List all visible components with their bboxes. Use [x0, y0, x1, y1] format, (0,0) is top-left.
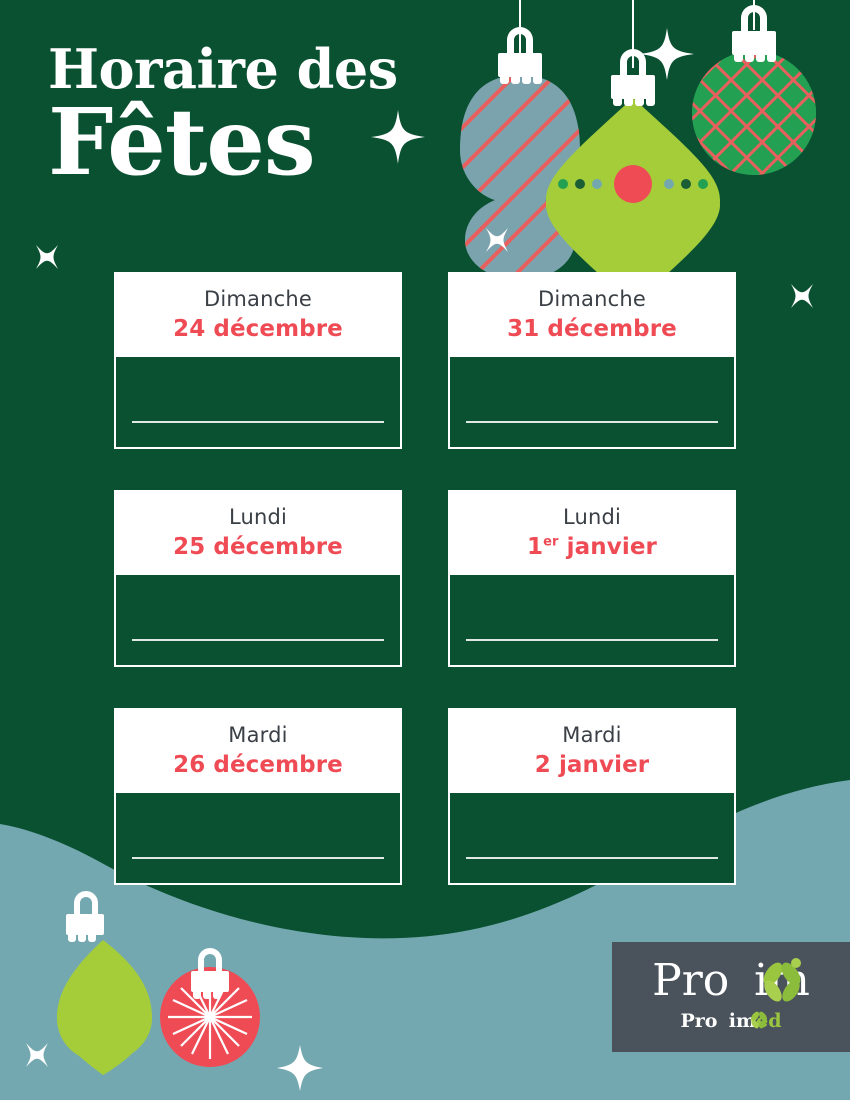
proxim-logo[interactable]: Proxim Proximed	[612, 942, 850, 1052]
schedule-row: Dimanche 24 décembre Dimanche 31 décembr…	[114, 272, 736, 449]
card-write-line	[466, 639, 718, 641]
butterfly-small-icon	[751, 1011, 767, 1029]
card-date-label: 25 décembre	[173, 534, 343, 560]
card-hours-area[interactable]	[116, 793, 400, 883]
card-day-label: Lundi	[228, 505, 288, 529]
card-hours-area[interactable]	[450, 575, 734, 665]
card-date-label: 24 décembre	[173, 316, 343, 342]
card-write-line	[132, 639, 384, 641]
card-header: Dimanche 31 décembre	[450, 274, 734, 357]
card-date-label: 2 janvier	[534, 752, 650, 778]
butterfly-icon	[763, 958, 801, 1002]
card-day-label: Dimanche	[203, 287, 312, 311]
logo-sub-part1: Pro	[680, 1010, 718, 1032]
logo-wordmark: Proxim	[612, 956, 850, 1006]
card-day-label: Dimanche	[537, 287, 646, 311]
page-title: Horaire des Fêtes	[48, 38, 398, 190]
logo-word-part1: Pro	[652, 955, 730, 1006]
card-header: Mardi 2 janvier	[450, 710, 734, 793]
logo-sub-wordmark: Proximed	[612, 1010, 850, 1032]
schedule-card-2-janvier[interactable]: Mardi 2 janvier	[448, 708, 736, 885]
card-day-label: Mardi	[562, 723, 622, 747]
card-date-month: janvier	[558, 534, 657, 560]
card-hours-area[interactable]	[450, 357, 734, 447]
card-header: Mardi 26 décembre	[116, 710, 400, 793]
card-header: Lundi 25 décembre	[116, 492, 400, 575]
schedule-card-25-decembre[interactable]: Lundi 25 décembre	[114, 490, 402, 667]
card-write-line	[466, 421, 718, 423]
schedule-row: Lundi 25 décembre Lundi 1er janvier	[114, 490, 736, 667]
schedule-card-1er-janvier[interactable]: Lundi 1er janvier	[448, 490, 736, 667]
card-date-label: 1er janvier	[460, 533, 724, 561]
card-header: Dimanche 24 décembre	[116, 274, 400, 357]
card-date-ordinal-suffix: er	[543, 534, 559, 550]
schedule-card-24-decembre[interactable]: Dimanche 24 décembre	[114, 272, 402, 449]
card-write-line	[466, 857, 718, 859]
card-write-line	[132, 421, 384, 423]
schedule-card-26-decembre[interactable]: Mardi 26 décembre	[114, 708, 402, 885]
card-hours-area[interactable]	[116, 357, 400, 447]
card-write-line	[132, 857, 384, 859]
card-hours-area[interactable]	[116, 575, 400, 665]
ornament-lime-diamond	[546, 49, 720, 305]
ornament-lattice-green	[692, 5, 816, 175]
card-hours-area[interactable]	[450, 793, 734, 883]
title-line-2: Fêtes	[48, 88, 316, 196]
card-date-number: 1	[527, 534, 544, 560]
card-date-label: 26 décembre	[173, 752, 343, 778]
ornament-red-ball	[160, 948, 260, 1067]
schedule-row: Mardi 26 décembre Mardi 2 janvier	[114, 708, 736, 885]
schedule-card-31-decembre[interactable]: Dimanche 31 décembre	[448, 272, 736, 449]
card-day-label: Lundi	[562, 505, 622, 529]
schedule-grid: Dimanche 24 décembre Dimanche 31 décembr…	[114, 272, 736, 926]
card-header: Lundi 1er janvier	[450, 492, 734, 575]
card-day-label: Mardi	[228, 723, 288, 747]
card-date-label: 31 décembre	[507, 316, 677, 342]
